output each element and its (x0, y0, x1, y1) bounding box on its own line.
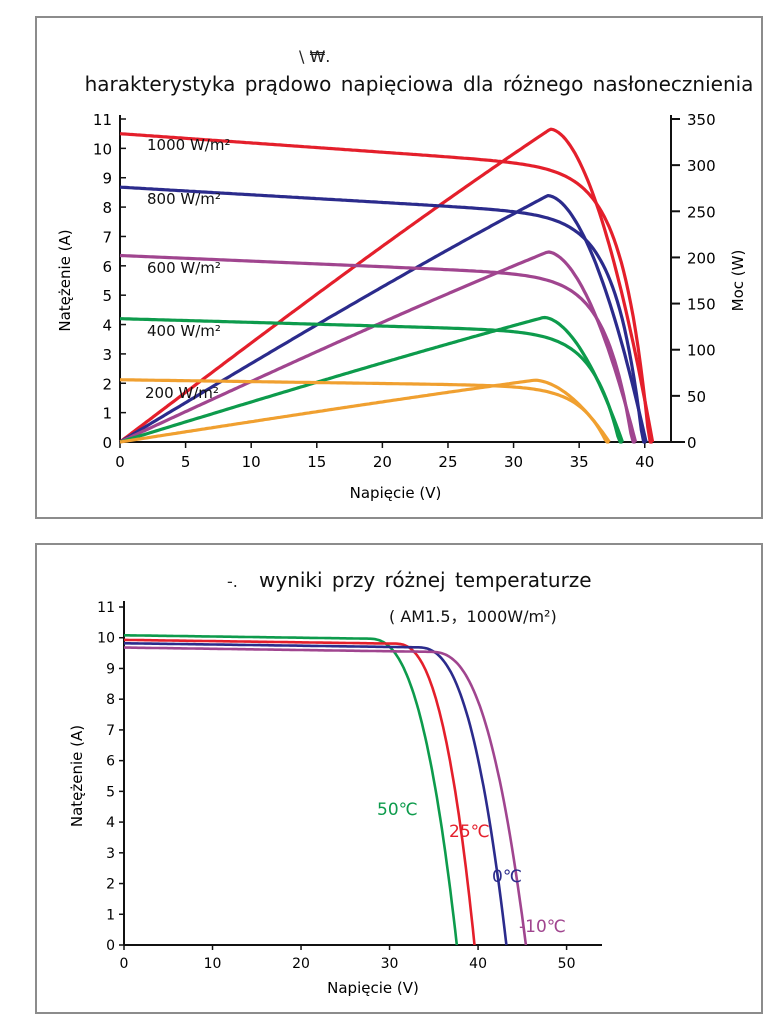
y-tick-label: 7 (102, 228, 112, 246)
x-tick-label: 15 (307, 453, 326, 471)
x-tick-label: 0 (115, 453, 125, 471)
y-tick-label: 8 (102, 199, 112, 217)
x-tick-label: 25 (438, 453, 457, 471)
x-tick-label: 40 (469, 956, 487, 972)
y-tick-label: 10 (93, 140, 112, 158)
power-curve-series-1 (119, 194, 648, 444)
y-tick-label: 0 (102, 434, 112, 452)
y-tick-label: 2 (106, 877, 115, 893)
y-tick-label: 2 (102, 375, 112, 393)
y-tick-label: 3 (102, 346, 112, 364)
x-tick-label: 5 (181, 453, 191, 471)
chart-title: harakterystyka prądowo napięciowa dla ró… (85, 72, 754, 96)
series-label-0: 50℃ (377, 800, 418, 820)
y2-axis-label: Moc (W) (729, 250, 747, 312)
x-axis-label: Napięcie (V) (350, 484, 442, 502)
iv-curve-series-2 (119, 253, 636, 444)
temperature-chart-panel: -. wyniki przy różnej temperaturze ( AM1.5… (35, 543, 763, 1014)
x-tick-label: 10 (242, 453, 261, 471)
y-tick-label: 3 (106, 846, 115, 862)
series-label-2: 0℃ (492, 867, 522, 887)
y2-tick-label: 50 (687, 388, 706, 406)
y-tick-label: 0 (106, 938, 115, 954)
series-label-0: 1000 W/m² (147, 136, 230, 154)
iv-curve-series-4 (119, 378, 610, 444)
series-label-2: 600 W/m² (147, 259, 221, 277)
x-tick-label: 35 (570, 453, 589, 471)
power-curve-series-4 (119, 378, 611, 444)
x-tick-label: 30 (381, 956, 399, 972)
chart-title: wyniki przy różnej temperaturze (259, 568, 592, 592)
y2-tick-label: 200 (687, 249, 716, 267)
title-fragment: \ ₩. (299, 47, 330, 66)
y2-tick-label: 100 (687, 342, 716, 360)
iv-curve-series-1 (119, 185, 647, 444)
iv-curve-series-3 (120, 317, 623, 444)
y-tick-label: 6 (106, 754, 115, 770)
x-tick-label: 10 (204, 956, 222, 972)
series-label-1: 25℃ (449, 822, 490, 842)
iv-curve-series-3 (124, 646, 528, 946)
irradiance-chart-panel: \ ₩. harakterystyka prądowo napięciowa dl… (35, 16, 763, 519)
y-tick-label: 8 (106, 692, 115, 708)
series-label-1: 800 W/m² (147, 190, 221, 208)
iv-curve-series-0 (124, 634, 459, 946)
x-tick-label: 20 (373, 453, 392, 471)
y-axis-label: Natężenie (A) (56, 229, 74, 331)
y-axis-label: Natężenie (A) (68, 725, 86, 827)
x-tick-label: 20 (292, 956, 310, 972)
series-label-3: 400 W/m² (147, 322, 221, 340)
y2-tick-label: 250 (687, 203, 716, 221)
y-tick-label: 1 (102, 405, 112, 423)
y-tick-label: 9 (106, 661, 115, 677)
y2-tick-label: 350 (687, 111, 716, 129)
y2-tick-label: 150 (687, 296, 716, 314)
temperature-chart: -. wyniki przy różnej temperaturze ( AM1.5… (68, 568, 602, 997)
y-tick-label: 5 (106, 784, 115, 800)
iv-curve-series-0 (119, 132, 653, 444)
power-curve-series-2 (119, 250, 638, 444)
y-tick-label: 9 (102, 170, 112, 188)
y-tick-label: 6 (102, 258, 112, 276)
power-curve-series-3 (119, 315, 625, 444)
chart-subtitle: ( AM1.5，1000W/m²) (389, 607, 557, 626)
y-tick-label: 5 (102, 287, 112, 305)
y-tick-label: 7 (106, 723, 115, 739)
x-tick-label: 40 (635, 453, 654, 471)
irradiance-chart: \ ₩. harakterystyka prądowo napięciowa dl… (56, 47, 754, 502)
x-tick-label: 50 (558, 956, 576, 972)
iv-curve-series-1 (124, 638, 476, 946)
series-label-4: 200 W/m² (145, 384, 219, 402)
power-curve-series-0 (119, 127, 655, 444)
x-tick-label: 0 (120, 956, 129, 972)
y-tick-label: 4 (102, 317, 112, 335)
y2-tick-label: 0 (687, 434, 697, 452)
y-tick-label: 4 (106, 815, 115, 831)
y-tick-label: 11 (93, 111, 112, 129)
x-tick-label: 30 (504, 453, 523, 471)
iv-curve-series-2 (124, 642, 508, 946)
x-axis-label: Napięcie (V) (327, 979, 419, 997)
y2-tick-label: 300 (687, 157, 716, 175)
y-tick-label: 1 (106, 907, 115, 923)
y-tick-label: 10 (97, 631, 115, 647)
y-tick-label: 11 (97, 600, 115, 616)
title-fragment: -. (227, 572, 238, 591)
series-label-3: -10℃ (519, 917, 566, 937)
